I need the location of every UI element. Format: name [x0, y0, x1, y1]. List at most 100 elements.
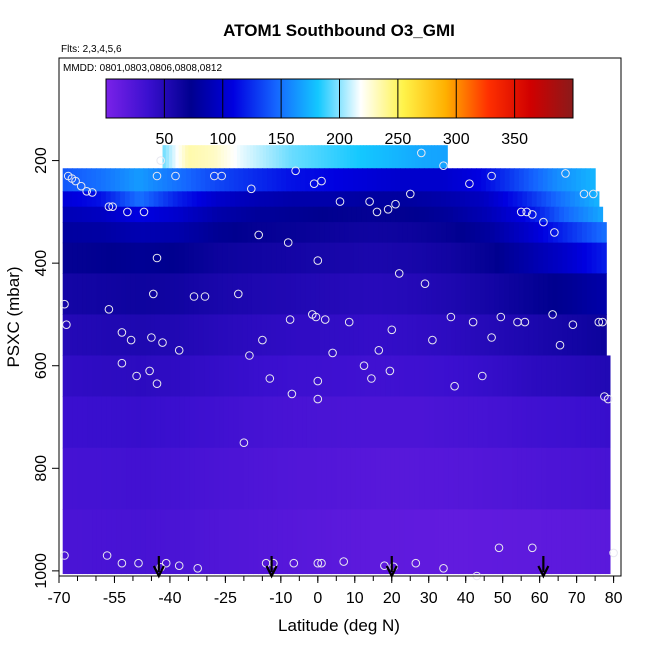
curtain-cell — [437, 145, 442, 169]
curtain-cell — [600, 396, 606, 449]
curtain-cell — [227, 145, 232, 169]
curtain-cell — [551, 355, 557, 398]
curtain-cell — [135, 314, 141, 357]
sample-point — [539, 217, 548, 227]
curtain-cell — [169, 242, 175, 274]
curtain-cell — [150, 273, 156, 316]
curtain-cell — [402, 314, 408, 357]
curtain-cell — [353, 314, 360, 357]
curtain-cell — [497, 396, 504, 449]
curtain-cell — [189, 396, 196, 449]
curtain-cell — [162, 168, 168, 192]
curtain-cell — [482, 206, 488, 223]
curtain-cell — [189, 447, 196, 510]
curtain-cell — [77, 273, 83, 316]
curtain-cell — [319, 242, 326, 274]
sample-point — [82, 187, 91, 196]
curtain-cell — [140, 396, 147, 449]
curtain-cell — [134, 191, 140, 208]
curtain-cell — [484, 242, 491, 274]
sample-point — [152, 379, 162, 389]
curtain-cell — [429, 396, 435, 449]
curtain-cell — [182, 191, 188, 208]
curtain-cell — [463, 396, 469, 449]
curtain-cell — [509, 314, 515, 357]
curtain-cell — [528, 314, 535, 357]
colorbar: 50 100 150 200 250 300 350 — [105, 78, 574, 148]
curtain-cell — [605, 509, 611, 575]
curtain-cell — [302, 191, 308, 208]
curtain-cell — [330, 145, 335, 169]
sample-point — [139, 207, 149, 217]
curtain-cell — [121, 447, 127, 510]
curtain-cell — [416, 314, 423, 357]
curtain-cell — [174, 314, 180, 357]
curtain-cell — [601, 222, 607, 244]
curtain-cell — [72, 168, 78, 192]
curtain-cell — [390, 447, 396, 510]
curtain-cell — [462, 168, 468, 192]
curtain-cell — [509, 168, 515, 192]
curtain-cell — [446, 222, 452, 244]
x-axis-label: Latitude (deg N) — [278, 616, 400, 635]
curtain-cell — [170, 355, 176, 398]
curtain-cell — [471, 168, 477, 192]
curtain-cell — [350, 509, 357, 575]
curtain-cell — [86, 206, 93, 223]
curtain-cell — [125, 314, 132, 357]
curtain-cell — [470, 222, 476, 244]
curtain-cell — [227, 314, 234, 357]
curtain-cell — [155, 396, 162, 449]
curtain-cell — [504, 273, 510, 316]
curtain-cell — [277, 355, 284, 398]
curtain-cell — [556, 396, 562, 449]
curtain-cell — [292, 191, 298, 208]
curtain-cell — [334, 273, 340, 316]
curtain-cell — [370, 447, 376, 510]
curtain-cell — [290, 242, 297, 274]
curtain-cell — [382, 314, 389, 357]
curtain-cell — [87, 396, 93, 449]
curtain-cell — [212, 206, 218, 223]
curtain-cell — [253, 355, 259, 398]
curtain-cell — [453, 447, 460, 510]
curtain-cell — [194, 396, 201, 449]
curtain-cell — [390, 168, 397, 192]
sample-point — [317, 176, 326, 186]
curtain-cell — [111, 242, 117, 274]
curtain-cell — [502, 355, 508, 398]
x-tick-label: -25 — [214, 590, 237, 607]
curtain-cell — [362, 168, 368, 192]
curtain-cell — [313, 206, 319, 223]
curtain-cell — [91, 273, 98, 316]
curtain-cell — [387, 222, 394, 244]
curtain-cell — [407, 273, 413, 316]
sample-point — [439, 564, 448, 573]
curtain-cell — [596, 314, 602, 357]
sample-point — [568, 320, 578, 330]
curtain-cell — [274, 206, 281, 223]
curtain-cell — [426, 314, 433, 357]
curtain-cell — [523, 242, 530, 274]
curtain-cell — [559, 206, 565, 223]
curtain-cell — [486, 206, 493, 223]
curtain-cell — [343, 168, 349, 192]
curtain-cell — [116, 242, 122, 274]
curtain-cell — [434, 355, 440, 398]
curtain-cell — [350, 145, 355, 169]
curtain-cell — [298, 145, 303, 169]
curtain-cell — [236, 206, 242, 223]
curtain-cell — [344, 242, 350, 274]
curtain-cell — [148, 168, 154, 192]
curtain-cell — [360, 509, 367, 575]
curtain-cell — [538, 242, 544, 274]
curtain-cell — [475, 242, 481, 274]
curtain-cell — [484, 222, 491, 244]
curtain-cell — [380, 355, 386, 398]
curtain-cell — [233, 447, 240, 510]
curtain-cell — [361, 206, 367, 223]
x-tick-label: 30 — [420, 590, 438, 607]
curtain-cell — [554, 206, 560, 223]
curtain-cell — [337, 145, 342, 169]
curtain-cell — [368, 314, 374, 357]
